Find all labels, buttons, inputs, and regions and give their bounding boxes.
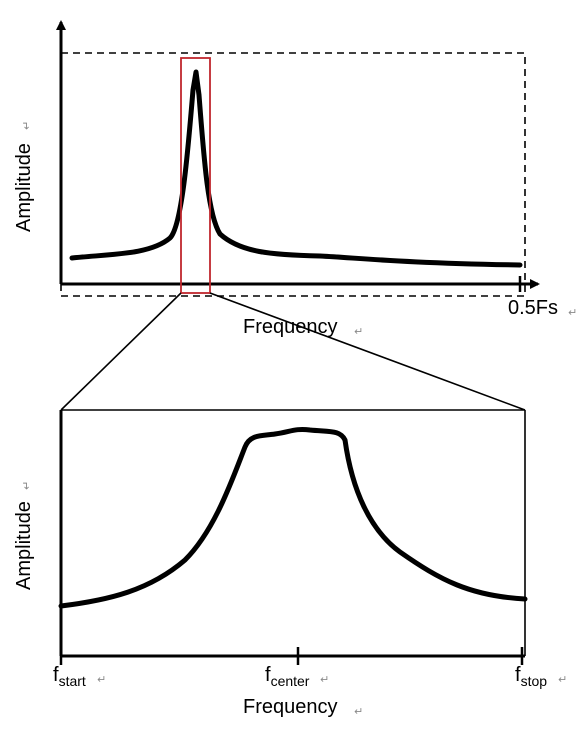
top-x-axis-label: Frequency [243, 316, 338, 338]
top-y-axis-label: Amplitude [13, 143, 35, 232]
paragraph-mark: ↵ [320, 674, 329, 686]
tick-center-label: fcenter [265, 664, 310, 689]
top-x-end-tick-label: 0.5Fs [508, 297, 558, 319]
top-spectrum-curve [69, 69, 523, 268]
bottom-y-axis-label: Amplitude [13, 501, 35, 590]
zoom-connector-right [209, 292, 526, 411]
top-plot: 0.5Fs ↵ Frequency ↵ Amplitude ↵ [13, 20, 577, 338]
paragraph-mark: ↵ [354, 326, 363, 338]
zoom-connector-left [60, 292, 182, 411]
paragraph-mark: ↵ [568, 307, 577, 319]
paragraph-mark: ↵ [21, 121, 33, 130]
bottom-plot: fstart ↵ fcenter ↵ fstop ↵ Frequency ↵ A… [13, 409, 567, 718]
top-plot-dashed-frame [60, 52, 526, 297]
paragraph-mark: ↵ [354, 706, 363, 718]
paragraph-mark: ↵ [21, 481, 33, 490]
bottom-x-axis-label: Frequency [243, 696, 338, 718]
paragraph-mark: ↵ [558, 674, 567, 686]
bottom-passband-curve [58, 427, 528, 609]
tick-stop-label: fstop [515, 664, 547, 689]
tick-start-label: fstart [53, 664, 86, 689]
zoom-highlight-box [180, 57, 211, 294]
paragraph-mark: ↵ [97, 674, 106, 686]
